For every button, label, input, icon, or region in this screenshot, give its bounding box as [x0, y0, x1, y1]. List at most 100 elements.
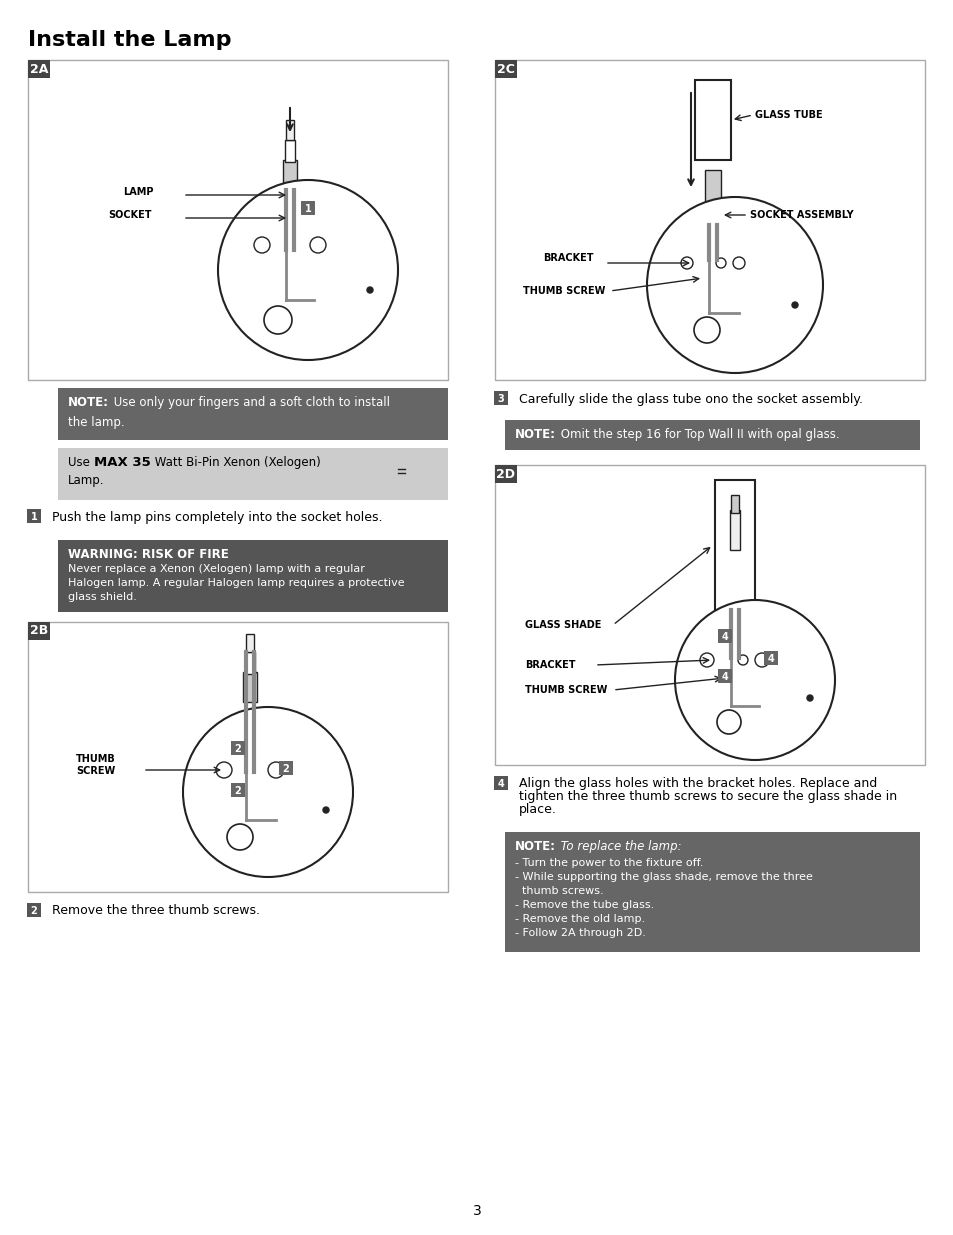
Text: tighten the three thumb screws to secure the glass shade in: tighten the three thumb screws to secure… — [518, 790, 896, 804]
Text: - Turn the power to the fixture off.: - Turn the power to the fixture off. — [515, 858, 702, 868]
Circle shape — [227, 824, 253, 850]
Text: - While supporting the glass shade, remove the three: - While supporting the glass shade, remo… — [515, 872, 812, 882]
Circle shape — [791, 303, 797, 308]
Bar — [262, 237, 317, 253]
Text: WARNING: RISK OF FIRE: WARNING: RISK OF FIRE — [68, 548, 229, 561]
Text: - Follow 2A through 2D.: - Follow 2A through 2D. — [515, 927, 645, 939]
Bar — [763, 651, 778, 664]
Text: Remove the three thumb screws.: Remove the three thumb screws. — [52, 904, 260, 918]
Text: Halogen lamp. A regular Halogen lamp requires a protective: Halogen lamp. A regular Halogen lamp req… — [68, 578, 404, 588]
Text: BRACKET: BRACKET — [524, 659, 575, 671]
Circle shape — [732, 257, 744, 269]
Circle shape — [215, 762, 232, 778]
Text: 2A: 2A — [30, 63, 49, 75]
Bar — [28, 61, 448, 380]
Bar — [718, 669, 731, 683]
Text: Push the lamp pins completely into the socket holes.: Push the lamp pins completely into the s… — [52, 510, 382, 524]
Text: - Remove the old lamp.: - Remove the old lamp. — [515, 914, 644, 924]
Bar — [495, 61, 517, 78]
Bar — [504, 420, 919, 450]
Text: Never replace a Xenon (Xelogen) lamp with a regular: Never replace a Xenon (Xelogen) lamp wit… — [68, 564, 364, 574]
Text: 2D: 2D — [496, 468, 515, 480]
Text: 2: 2 — [234, 785, 241, 797]
Bar — [706, 651, 761, 669]
Text: Use only your fingers and a soft cloth to install: Use only your fingers and a soft cloth t… — [110, 396, 390, 409]
Circle shape — [310, 237, 326, 253]
Bar — [28, 61, 50, 78]
Bar — [379, 466, 397, 473]
Text: thumb screws.: thumb screws. — [515, 885, 603, 897]
Text: 2C: 2C — [497, 63, 515, 75]
Bar — [278, 761, 293, 776]
Text: Watt Bi-Pin Xenon (Xelogen): Watt Bi-Pin Xenon (Xelogen) — [151, 456, 320, 469]
Text: To replace the lamp:: To replace the lamp: — [557, 840, 680, 853]
Bar — [231, 741, 245, 755]
Bar — [58, 388, 448, 440]
Circle shape — [253, 237, 270, 253]
Bar — [339, 462, 379, 475]
Bar — [28, 622, 50, 640]
Text: 1: 1 — [30, 513, 37, 522]
Text: 2B: 2B — [30, 625, 48, 637]
Circle shape — [754, 653, 768, 667]
Bar — [283, 161, 296, 195]
Text: Omit the step 16 for Top Wall II with opal glass.: Omit the step 16 for Top Wall II with op… — [557, 429, 839, 441]
Circle shape — [693, 317, 720, 343]
Text: GLASS SHADE: GLASS SHADE — [524, 620, 600, 630]
Text: 4: 4 — [767, 655, 774, 664]
Circle shape — [183, 706, 353, 877]
Bar — [704, 170, 720, 205]
Text: 4: 4 — [497, 779, 504, 789]
Text: 2: 2 — [234, 743, 241, 755]
Circle shape — [675, 600, 834, 760]
Text: 3: 3 — [472, 1204, 481, 1218]
Bar — [695, 80, 730, 161]
Bar — [706, 205, 719, 225]
Bar — [494, 391, 507, 405]
Bar — [714, 480, 754, 610]
Text: 4: 4 — [720, 632, 727, 642]
Text: LAMP: LAMP — [123, 186, 153, 198]
Bar — [504, 832, 919, 952]
Text: THUMB SCREW: THUMB SCREW — [522, 287, 605, 296]
Text: Align the glass holes with the bracket holes. Replace and: Align the glass holes with the bracket h… — [518, 778, 877, 790]
Bar — [28, 622, 448, 892]
Text: BRACKET: BRACKET — [542, 253, 593, 263]
Text: NOTE:: NOTE: — [515, 840, 556, 853]
Text: 4: 4 — [720, 672, 727, 682]
Bar — [224, 762, 275, 778]
Bar — [27, 903, 41, 918]
Bar — [301, 201, 314, 215]
Circle shape — [716, 258, 725, 268]
Circle shape — [646, 198, 822, 373]
Text: MAX 35: MAX 35 — [94, 456, 151, 469]
Bar — [686, 254, 739, 270]
Text: GLASS TUBE: GLASS TUBE — [754, 110, 821, 120]
Circle shape — [218, 180, 397, 359]
Bar — [58, 540, 448, 613]
Circle shape — [680, 257, 692, 269]
Circle shape — [738, 655, 747, 664]
Bar — [231, 783, 245, 797]
Bar — [243, 672, 256, 701]
Bar — [285, 140, 294, 162]
Text: THUMB
SCREW: THUMB SCREW — [76, 753, 115, 777]
Circle shape — [264, 306, 292, 333]
Circle shape — [268, 762, 284, 778]
Bar — [246, 634, 253, 652]
Text: NOTE:: NOTE: — [68, 396, 109, 409]
Text: NOTE:: NOTE: — [515, 429, 556, 441]
Bar — [495, 466, 924, 764]
Bar — [27, 509, 41, 522]
Text: the lamp.: the lamp. — [68, 416, 125, 429]
Text: Install the Lamp: Install the Lamp — [28, 30, 232, 49]
Text: Carefully slide the glass tube ono the socket assembly.: Carefully slide the glass tube ono the s… — [518, 393, 862, 405]
Text: - Remove the tube glass.: - Remove the tube glass. — [515, 900, 654, 910]
Circle shape — [367, 287, 373, 293]
Bar — [729, 510, 740, 550]
Text: Lamp.: Lamp. — [68, 474, 105, 487]
Text: Use: Use — [68, 456, 93, 469]
Bar — [495, 466, 517, 483]
Bar — [494, 776, 507, 790]
Circle shape — [806, 695, 812, 701]
